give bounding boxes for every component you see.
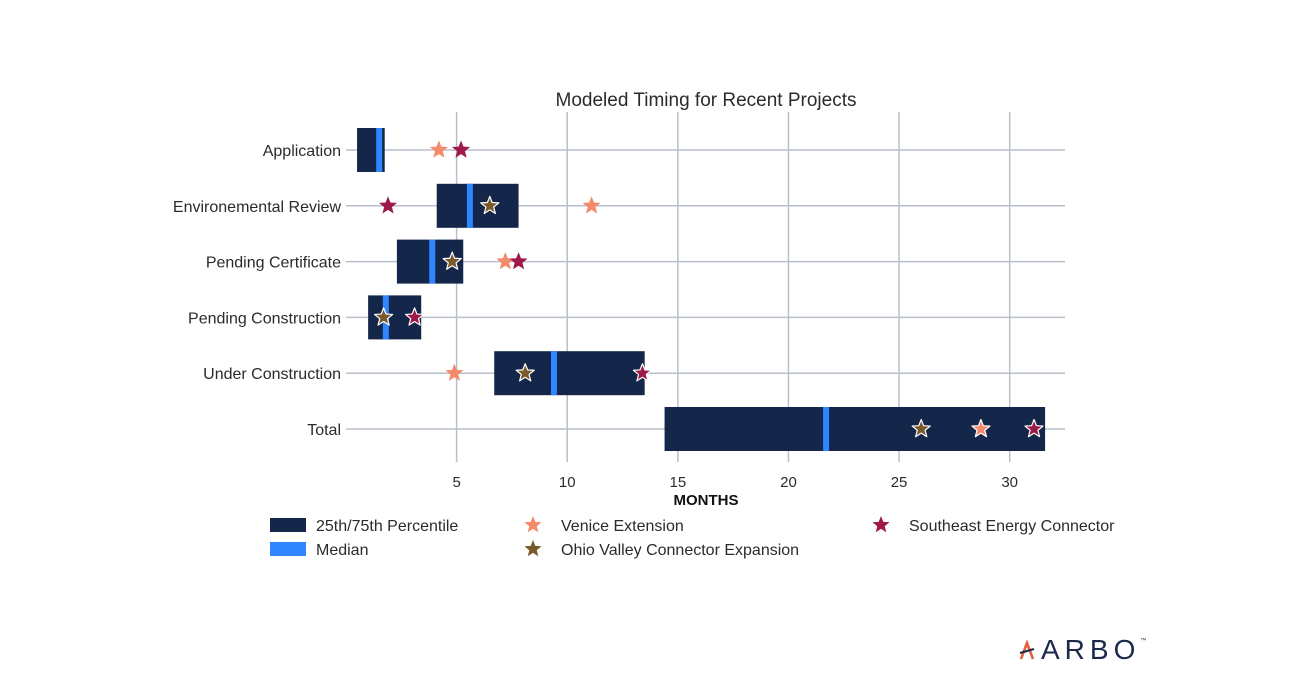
legend-swatch-median bbox=[270, 542, 306, 556]
percentile-box-environemental-review bbox=[436, 183, 519, 228]
star-ohio-valley-connector-expansion-pending-construction bbox=[373, 307, 394, 326]
legend-star-venice-extension bbox=[524, 516, 542, 533]
star-southeast-energy-connector-pending-construction bbox=[404, 307, 425, 326]
chart-title: Modeled Timing for Recent Projects bbox=[556, 90, 857, 111]
legend-label-median: Median bbox=[316, 542, 368, 559]
legend-label-25th-75th-percentile: 25th/75th Percentile bbox=[316, 518, 458, 535]
arbo-mark-icon bbox=[1019, 639, 1035, 660]
legend-label-venice-extension: Venice Extension bbox=[561, 518, 684, 535]
star-southeast-energy-connector-under-construction bbox=[632, 363, 653, 382]
star-southeast-energy-connector-pending-certificate bbox=[509, 252, 528, 270]
x-tick-label-10: 10 bbox=[559, 474, 576, 491]
x-tick-label-30: 30 bbox=[1001, 474, 1018, 491]
median-bar-environemental-review bbox=[466, 183, 473, 228]
legend-swatch-25th-75th-percentile bbox=[270, 518, 306, 532]
star-venice-extension-pending-certificate bbox=[496, 252, 515, 270]
arbo-logo: ARBO ™ bbox=[1018, 636, 1146, 664]
star-southeast-energy-connector-application bbox=[452, 140, 471, 158]
star-ohio-valley-connector-expansion-environemental-review bbox=[480, 195, 500, 215]
timing-chart: Modeled Timing for Recent Projects Applic… bbox=[173, 90, 1115, 559]
median-bar-pending-certificate bbox=[429, 239, 436, 284]
median-bar-total bbox=[823, 407, 830, 451]
star-venice-extension-total bbox=[971, 418, 991, 438]
star-ohio-valley-connector-expansion-total bbox=[911, 418, 931, 438]
star-venice-extension-under-construction bbox=[445, 363, 464, 381]
star-ohio-valley-connector-expansion-pending-certificate bbox=[442, 251, 462, 270]
x-axis-title: MONTHS bbox=[674, 492, 739, 509]
category-label-pending-certificate: Pending Certificate bbox=[206, 255, 341, 272]
legend-star-ohio-valley-connector-expansion bbox=[524, 540, 542, 557]
logo-trademark: ™ bbox=[1140, 638, 1147, 644]
x-tick-label-25: 25 bbox=[891, 474, 908, 491]
x-tick-label-5: 5 bbox=[452, 474, 460, 491]
category-label-total: Total bbox=[307, 422, 341, 439]
x-tick-label-15: 15 bbox=[670, 474, 687, 491]
percentile-box-total bbox=[664, 407, 1046, 451]
category-label-under-construction: Under Construction bbox=[203, 366, 341, 383]
star-ohio-valley-connector-expansion-under-construction bbox=[515, 363, 535, 382]
category-label-application: Application bbox=[263, 143, 341, 160]
star-venice-extension-application bbox=[429, 140, 448, 158]
star-southeast-energy-connector-total bbox=[1024, 418, 1044, 438]
category-label-pending-construction: Pending Construction bbox=[188, 310, 341, 327]
median-bar-application bbox=[376, 128, 383, 172]
percentile-box-under-construction bbox=[494, 351, 645, 396]
legend-label-ohio-valley-connector-expansion: Ohio Valley Connector Expansion bbox=[561, 542, 799, 559]
star-venice-extension-environemental-review bbox=[582, 196, 601, 214]
star-southeast-energy-connector-environemental-review bbox=[379, 196, 398, 214]
median-bar-under-construction bbox=[550, 351, 557, 396]
legend-star-southeast-energy-connector bbox=[872, 516, 890, 533]
x-tick-label-20: 20 bbox=[780, 474, 797, 491]
category-label-environemental-review: Environemental Review bbox=[173, 199, 342, 216]
legend-label-southeast-energy-connector: Southeast Energy Connector bbox=[909, 518, 1115, 535]
logo-text: ARBO bbox=[1041, 634, 1141, 665]
